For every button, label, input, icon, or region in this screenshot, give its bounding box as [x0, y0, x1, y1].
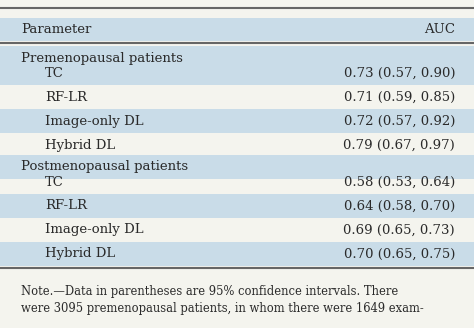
Text: Note.—Data in parentheses are 95% confidence intervals. There
were 3095 premenop: Note.—Data in parentheses are 95% confid…: [21, 285, 424, 315]
Bar: [0, 18, 474, 41]
Text: 0.70 (0.65, 0.75): 0.70 (0.65, 0.75): [344, 247, 455, 260]
Text: 0.79 (0.67, 0.97): 0.79 (0.67, 0.97): [343, 139, 455, 152]
Text: Image-only DL: Image-only DL: [45, 115, 144, 128]
Text: TC: TC: [45, 67, 64, 80]
Bar: [0, 47, 474, 70]
Text: 0.73 (0.57, 0.90): 0.73 (0.57, 0.90): [344, 67, 455, 80]
Text: Hybrid DL: Hybrid DL: [45, 139, 115, 152]
Text: 0.58 (0.53, 0.64): 0.58 (0.53, 0.64): [344, 175, 455, 189]
Bar: [0, 155, 474, 179]
Text: 0.69 (0.65, 0.73): 0.69 (0.65, 0.73): [344, 223, 455, 236]
Text: 0.72 (0.57, 0.92): 0.72 (0.57, 0.92): [344, 115, 455, 128]
Text: 0.71 (0.59, 0.85): 0.71 (0.59, 0.85): [344, 91, 455, 104]
Bar: [0, 110, 474, 133]
Text: RF-LR: RF-LR: [45, 91, 87, 104]
Bar: [0, 242, 474, 266]
Text: RF-LR: RF-LR: [45, 199, 87, 213]
Text: Premenopausal patients: Premenopausal patients: [21, 52, 183, 65]
Text: Postmenopausal patients: Postmenopausal patients: [21, 160, 189, 174]
Text: TC: TC: [45, 175, 64, 189]
Text: Hybrid DL: Hybrid DL: [45, 247, 115, 260]
Text: Parameter: Parameter: [21, 23, 91, 36]
Bar: [0, 194, 474, 218]
Text: Image-only DL: Image-only DL: [45, 223, 144, 236]
Bar: [0, 62, 474, 85]
Text: AUC: AUC: [424, 23, 455, 36]
Text: 0.64 (0.58, 0.70): 0.64 (0.58, 0.70): [344, 199, 455, 213]
